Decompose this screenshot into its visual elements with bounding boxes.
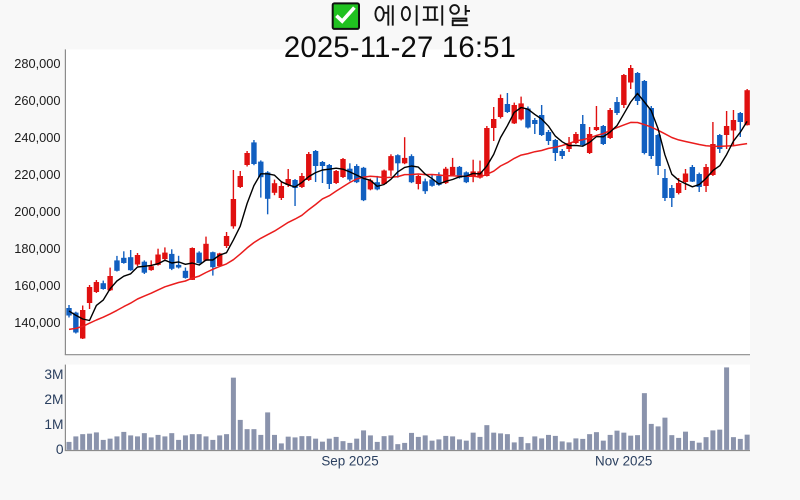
svg-text:Nov 2025: Nov 2025 bbox=[595, 453, 652, 468]
svg-text:Sep 2025: Sep 2025 bbox=[321, 453, 378, 468]
svg-text:160,000: 160,000 bbox=[14, 278, 60, 293]
svg-text:280,000: 280,000 bbox=[14, 56, 60, 71]
svg-text:0: 0 bbox=[56, 442, 64, 457]
svg-text:220,000: 220,000 bbox=[14, 167, 60, 182]
svg-text:240,000: 240,000 bbox=[14, 130, 60, 145]
svg-text:3M: 3M bbox=[44, 367, 63, 382]
svg-text:2M: 2M bbox=[44, 392, 63, 407]
svg-text:1M: 1M bbox=[44, 417, 63, 432]
svg-text:260,000: 260,000 bbox=[14, 93, 60, 108]
svg-text:200,000: 200,000 bbox=[14, 204, 60, 219]
svg-text:180,000: 180,000 bbox=[14, 241, 60, 256]
svg-text:140,000: 140,000 bbox=[14, 315, 60, 330]
